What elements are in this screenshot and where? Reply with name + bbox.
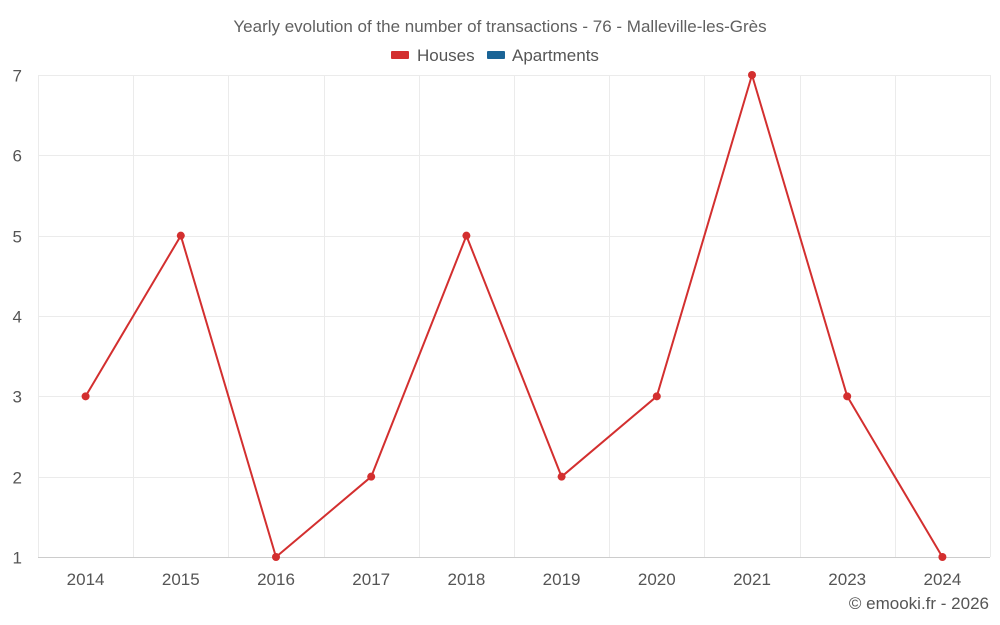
x-tick-label: 2020	[638, 570, 676, 589]
legend-swatch-apartments	[487, 51, 505, 59]
y-tick-label: 2	[13, 469, 22, 488]
legend-label-apartments: Apartments	[512, 46, 599, 65]
data-point-houses-2019[interactable]	[557, 472, 566, 481]
y-tick-label: 4	[13, 308, 22, 327]
x-tick-label: 2016	[257, 570, 295, 589]
chart-title: Yearly evolution of the number of transa…	[233, 17, 766, 36]
x-tick-label: 2014	[67, 570, 105, 589]
legend-label-houses: Houses	[417, 46, 475, 65]
x-tick-label: 2024	[923, 570, 961, 589]
data-point-houses-2016[interactable]	[272, 553, 280, 561]
y-tick-label: 7	[13, 67, 22, 86]
series-line-houses	[84, 74, 944, 558]
series-layer	[81, 71, 947, 561]
credit-text: © emooki.fr - 2026	[849, 594, 989, 613]
legend-item-houses[interactable]: Houses	[391, 46, 475, 65]
x-gridlines	[38, 75, 991, 557]
x-tick-label: 2023	[828, 570, 866, 589]
x-tick-label: 2017	[352, 570, 390, 589]
data-point-houses-2021[interactable]	[748, 71, 756, 79]
y-tick-label: 3	[13, 388, 22, 407]
data-point-houses-2015[interactable]	[176, 231, 185, 240]
y-tick-label: 6	[13, 147, 22, 166]
x-tick-label: 2015	[162, 570, 200, 589]
x-tick-label: 2021	[733, 570, 771, 589]
data-point-houses-2023[interactable]	[843, 392, 852, 401]
x-tick-label: 2018	[447, 570, 485, 589]
data-point-houses-2024[interactable]	[938, 553, 947, 561]
data-point-houses-2018[interactable]	[462, 231, 471, 240]
legend-item-apartments[interactable]: Apartments	[487, 46, 599, 65]
x-tick-label: 2019	[543, 570, 581, 589]
x-axis-ticks: 2014 2015 2016 2017 2018 2019 2020 2021 2023 2024	[67, 570, 962, 589]
data-point-houses-2017[interactable]	[367, 472, 376, 481]
y-tick-label: 1	[13, 549, 22, 568]
y-axis-ticks: 1 2 3 4 5 6 7	[13, 67, 22, 568]
data-point-houses-2020[interactable]	[652, 392, 661, 401]
data-point-houses-2014[interactable]	[81, 392, 90, 401]
legend-swatch-houses	[391, 51, 409, 59]
y-tick-label: 5	[13, 228, 22, 247]
legend: Houses Apartments	[391, 46, 599, 65]
